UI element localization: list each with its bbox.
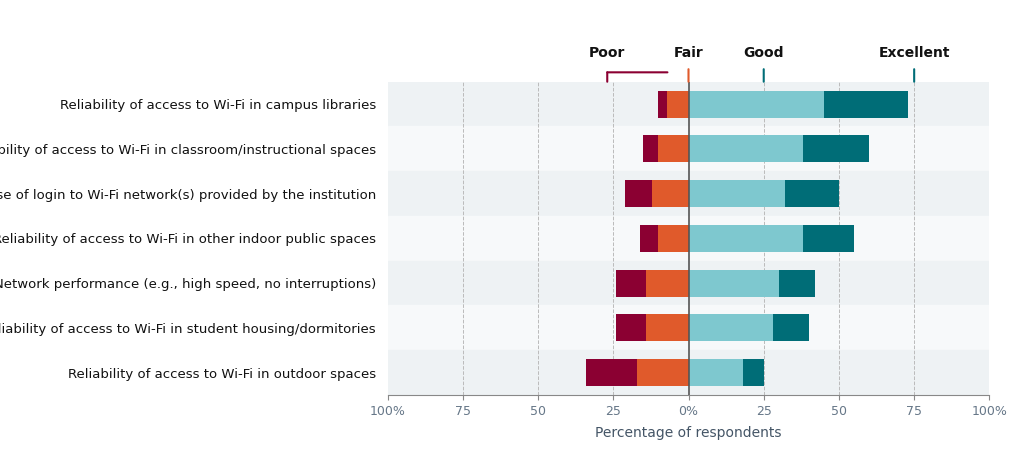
Bar (640, 225, 658, 252)
X-axis label: Percentage of respondents: Percentage of respondents (595, 426, 781, 440)
Bar (688, 315, 772, 341)
Bar (387, 127, 988, 171)
Bar (688, 135, 802, 162)
Bar (658, 225, 688, 252)
Bar (652, 180, 688, 207)
Bar (688, 270, 779, 296)
Bar (688, 225, 802, 252)
Bar (646, 270, 688, 296)
Bar (688, 359, 742, 386)
Bar (772, 315, 808, 341)
Bar (646, 315, 688, 341)
Text: Good: Good (743, 46, 784, 60)
Bar (688, 180, 784, 207)
Bar (742, 359, 763, 386)
Bar (784, 180, 839, 207)
Bar (666, 91, 688, 118)
Bar (802, 225, 853, 252)
Text: Excellent: Excellent (877, 46, 949, 60)
Bar (615, 315, 646, 341)
Bar (586, 359, 637, 386)
Bar (779, 270, 814, 296)
Bar (688, 91, 823, 118)
Bar (387, 171, 988, 216)
Bar (643, 135, 658, 162)
Bar (658, 91, 666, 118)
Text: Fair: Fair (673, 46, 703, 60)
Bar (387, 216, 988, 261)
Bar (387, 350, 988, 395)
Bar (615, 270, 646, 296)
Bar (625, 180, 652, 207)
Bar (387, 261, 988, 306)
Bar (658, 135, 688, 162)
Bar (802, 135, 868, 162)
Text: Poor: Poor (589, 46, 625, 60)
Bar (637, 359, 688, 386)
Bar (823, 91, 907, 118)
Bar (387, 82, 988, 127)
Bar (387, 306, 988, 350)
